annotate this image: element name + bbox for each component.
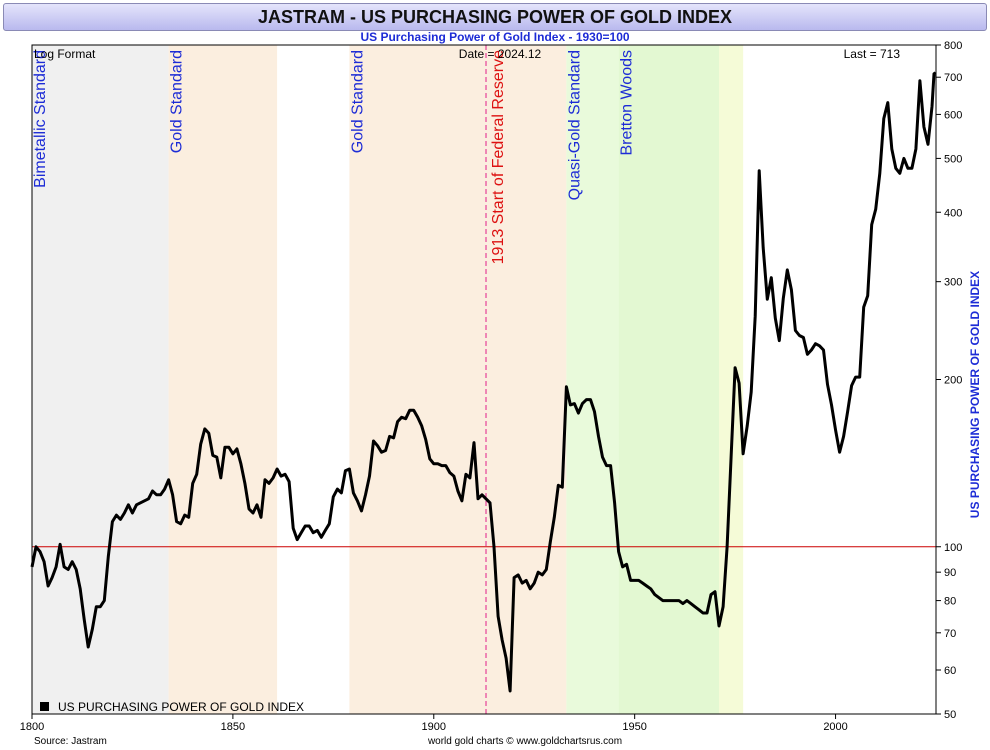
chart-title: JASTRAM - US PURCHASING POWER OF GOLD IN… <box>257 7 733 27</box>
footer-label: world gold charts © www.goldchartsrus.co… <box>427 736 622 747</box>
y-tick-label: 200 <box>944 375 962 387</box>
y-tick-label: 80 <box>944 596 956 608</box>
y-axis-label: US PURCHASING POWER OF GOLD INDEX <box>968 271 982 518</box>
y-tick-label: 90 <box>944 567 956 579</box>
era-region-1 <box>168 45 278 714</box>
y-tick-label: 300 <box>944 277 962 289</box>
era-region-3 <box>566 45 619 714</box>
legend-swatch <box>40 702 49 711</box>
series-line <box>30 71 937 693</box>
era-label-3: Quasi-Gold Standard <box>566 50 583 200</box>
y-tick-label: 600 <box>944 109 962 121</box>
x-tick-label: 2000 <box>823 721 847 733</box>
y-tick-label: 50 <box>944 709 956 721</box>
date-label: Date = 2024.12 <box>459 47 542 61</box>
era-region-0 <box>32 45 169 714</box>
x-tick-label: 1800 <box>20 721 44 733</box>
era-label-4: Bretton Woods <box>619 50 636 156</box>
x-tick-label: 1950 <box>622 721 646 733</box>
y-tick-label: 400 <box>944 207 962 219</box>
x-tick-label: 1900 <box>422 721 446 733</box>
era-regions <box>32 45 744 714</box>
era-label-1: Gold Standard <box>169 50 186 153</box>
x-tick-label: 1850 <box>221 721 245 733</box>
y-tick-label: 60 <box>944 665 956 677</box>
y-tick-label: 70 <box>944 628 956 640</box>
y-tick-label: 100 <box>944 542 962 554</box>
source-label: Source: Jastram <box>34 736 107 747</box>
y-tick-label: 800 <box>944 40 962 52</box>
era-region-4 <box>618 45 720 714</box>
fed-start-label: 1913 Start of Federal Reserve <box>490 50 507 264</box>
title-bar: JASTRAM - US PURCHASING POWER OF GOLD IN… <box>3 3 987 31</box>
y-tick-label: 700 <box>944 72 962 84</box>
log-format-label: Log Format <box>34 47 96 61</box>
era-label-0: Bimetallic Standard <box>32 50 49 188</box>
era-labels: Bimetallic Standard Gold Standard Gold Sta… <box>32 50 636 200</box>
legend-label: US PURCHASING POWER OF GOLD INDEX <box>58 700 304 714</box>
chart-subtitle: US Purchasing Power of Gold Index - 1930… <box>360 30 630 44</box>
x-axis-ticks: 1800 1850 1900 1950 2000 <box>20 714 848 733</box>
era-region-2 <box>349 45 567 714</box>
y-tick-label: 500 <box>944 153 962 165</box>
last-value-label: Last = 713 <box>844 47 901 61</box>
y-axis-ticks: 50 60 70 80 90 100 200 300 400 500 600 700 800 <box>936 40 962 721</box>
era-label-2: Gold Standard <box>349 50 366 153</box>
